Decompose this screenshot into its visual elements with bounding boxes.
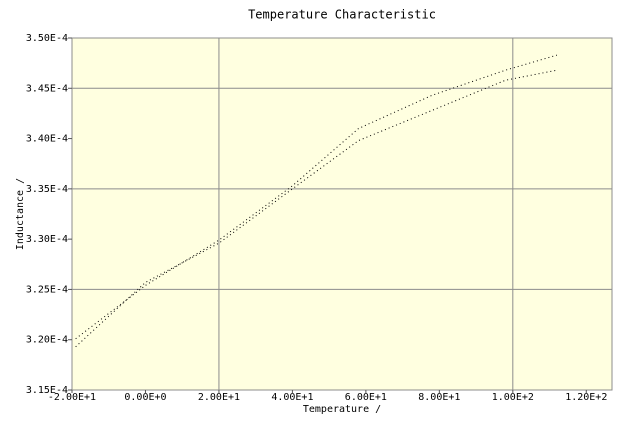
x-tick-label: 8.00E+1 (418, 392, 460, 403)
x-tick-label: 0.00E+0 (124, 392, 166, 403)
chart-title: Temperature Characteristic (248, 8, 436, 22)
y-tick-label: 3.45E-4 (26, 83, 68, 94)
x-tick-label: 4.00E+1 (271, 392, 313, 403)
y-tick-label: 3.15E-4 (26, 385, 68, 396)
y-tick-label: 3.30E-4 (26, 234, 68, 245)
y-tick-label: 3.20E-4 (26, 335, 68, 346)
x-axis-title: Temperature / (303, 404, 381, 415)
y-tick-label: 3.35E-4 (26, 184, 68, 195)
plot-area (72, 38, 612, 390)
y-tick-label: 3.50E-4 (26, 33, 68, 44)
y-tick-label: 3.40E-4 (26, 134, 68, 145)
y-tick-label: 3.25E-4 (26, 284, 68, 295)
y-axis-title: Inductance / (15, 178, 26, 250)
x-tick-label: 1.20E+2 (565, 392, 607, 403)
x-tick-label: 1.00E+2 (492, 392, 534, 403)
x-tick-label: -2.00E+1 (48, 392, 96, 403)
x-tick-label: 2.00E+1 (198, 392, 240, 403)
plot-border (71, 37, 613, 391)
x-tick-label: 6.00E+1 (345, 392, 387, 403)
series-line (75, 69, 557, 348)
